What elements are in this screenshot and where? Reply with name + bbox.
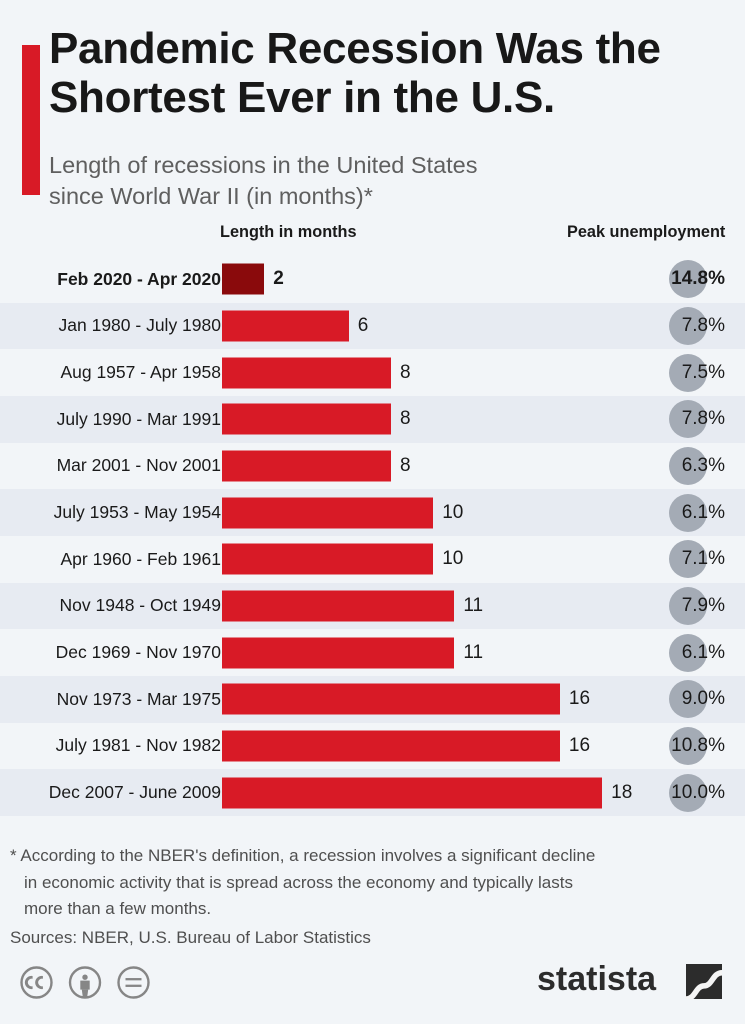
svg-text:statista: statista <box>537 960 657 998</box>
